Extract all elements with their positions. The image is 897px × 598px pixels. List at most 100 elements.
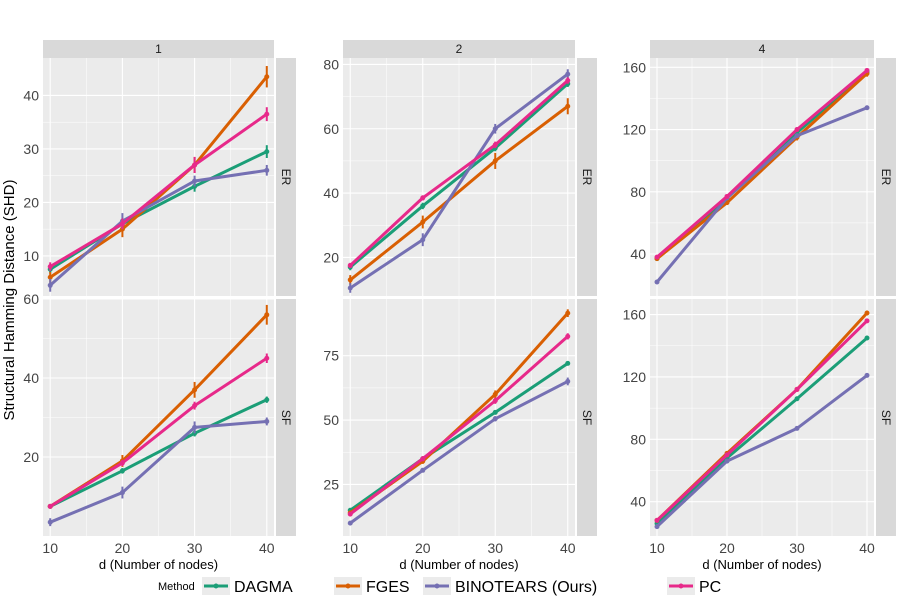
series-dagma	[347, 360, 571, 513]
series-line	[349, 362, 569, 512]
data-point	[864, 67, 870, 73]
y-tick-label: 40	[23, 87, 39, 103]
panel-sf-2: 25 50 75 SF 10 20 30 40 d (Number of nodes)	[323, 299, 597, 572]
data-point	[724, 193, 730, 199]
data-point	[654, 524, 660, 530]
series-pc	[347, 333, 571, 517]
data-point	[565, 71, 571, 77]
panel-er-1: 10 20 30 40 ER	[23, 58, 296, 296]
y-tick-label: 160	[623, 59, 647, 75]
panel-sf-1: 20 40 60 SF 10 20 30 40 d (Number of nodes)	[23, 291, 296, 572]
x-tick-label: 20	[719, 540, 735, 556]
series-pc	[347, 77, 571, 269]
data-point	[654, 279, 660, 285]
legend-key-point	[434, 583, 440, 589]
series-line	[49, 356, 268, 508]
series-line	[349, 72, 569, 290]
column-strip-label: 1	[155, 42, 162, 56]
data-point	[119, 460, 125, 466]
data-point	[347, 520, 353, 526]
series-line	[655, 374, 868, 528]
data-point	[347, 511, 353, 517]
data-point	[192, 424, 198, 430]
row-strip-label: SF	[279, 410, 293, 425]
column-strip-2	[343, 40, 575, 58]
legend-key-point	[213, 583, 219, 589]
series-binotears-ours	[47, 417, 270, 527]
y-tick-label: 120	[623, 122, 647, 138]
legend-entry-binotears-ours: BINOTEARS (Ours)	[423, 577, 597, 596]
row-strip-label: SF	[580, 410, 594, 425]
data-point	[347, 262, 353, 268]
series-line	[49, 112, 268, 268]
data-point	[420, 219, 426, 225]
data-point	[654, 254, 660, 260]
data-point	[264, 397, 270, 403]
y-tick-label: 40	[323, 185, 339, 201]
y-tick-label: 25	[323, 476, 339, 492]
data-point	[794, 425, 800, 431]
data-point	[794, 127, 800, 133]
data-point	[864, 318, 870, 324]
data-point	[47, 282, 53, 288]
data-point	[724, 458, 730, 464]
series-line	[349, 82, 569, 269]
series-binotears-ours	[347, 69, 571, 293]
x-axis-title: d (Number of nodes)	[99, 557, 218, 572]
row-strip-label: ER	[879, 169, 893, 186]
legend-key-point	[345, 583, 351, 589]
series-line	[655, 336, 868, 525]
data-point	[47, 274, 53, 280]
data-point	[492, 142, 498, 148]
series-binotears-ours	[654, 372, 870, 530]
series-pc	[47, 353, 270, 509]
panel-sf-4: 40 80 120 160 SF 10 20 30 40 d (Number of nodes)	[623, 299, 896, 572]
x-tick-label: 10	[42, 540, 58, 556]
x-tick-label: 20	[415, 540, 431, 556]
row-strip-sf	[577, 299, 597, 536]
x-tick-label: 40	[259, 540, 275, 556]
series-line	[349, 105, 569, 282]
legend-key-point	[678, 583, 684, 589]
data-point	[794, 386, 800, 392]
y-tick-label: 20	[23, 194, 39, 210]
column-strip-1	[43, 40, 274, 58]
column-strip-4	[650, 40, 874, 58]
data-point	[264, 418, 270, 424]
data-point	[47, 264, 53, 270]
y-tick-label: 40	[630, 246, 646, 262]
data-point	[864, 105, 870, 111]
data-point	[654, 517, 660, 523]
y-tick-label: 80	[630, 184, 646, 200]
legend-entry-fges: FGES	[334, 577, 410, 596]
data-point	[565, 378, 571, 384]
data-point	[264, 111, 270, 117]
data-point	[420, 456, 426, 462]
y-tick-label: 40	[23, 370, 39, 386]
data-point	[192, 403, 198, 409]
series-pc	[654, 318, 870, 523]
data-point	[347, 277, 353, 283]
data-point	[420, 195, 426, 201]
data-point	[264, 312, 270, 318]
y-tick-label: 75	[323, 348, 339, 364]
x-tick-label: 40	[560, 540, 576, 556]
row-strip-label: ER	[279, 169, 293, 186]
y-tick-label: 120	[623, 369, 647, 385]
data-point	[420, 203, 426, 209]
x-tick-label: 10	[342, 540, 358, 556]
series-pc	[654, 67, 870, 260]
legend-title: Method	[158, 581, 195, 593]
data-point	[192, 387, 198, 393]
x-tick-label: 30	[487, 540, 503, 556]
series-line	[656, 69, 868, 259]
x-tick-label: 10	[649, 540, 665, 556]
data-point	[794, 133, 800, 139]
y-tick-label: 20	[323, 249, 339, 265]
data-point	[492, 409, 498, 415]
series-line	[49, 419, 267, 524]
panel-er-2: 20 40 60 80 ER	[323, 56, 597, 296]
row-strip-er	[876, 58, 896, 296]
legend-label: BINOTEARS (Ours)	[455, 579, 597, 596]
y-tick-label: 20	[23, 449, 39, 465]
